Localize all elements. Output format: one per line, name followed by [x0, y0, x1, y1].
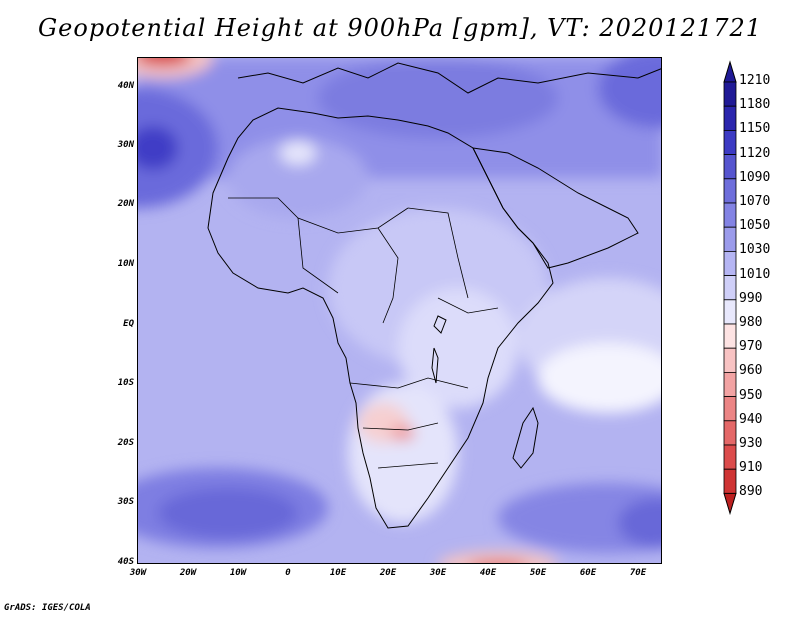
lon-label: 30E [429, 568, 447, 578]
colorbar-swatch [723, 250, 737, 276]
colorbar [723, 60, 737, 516]
arabia-coastline [472, 147, 639, 269]
lat-label: 40S [117, 557, 134, 567]
colorbar-level-label: 1120 [739, 145, 771, 161]
lon-label: 10E [329, 568, 347, 578]
colorbar-level-label: 910 [739, 460, 763, 476]
colorbar-swatch [723, 371, 737, 397]
colorbar-swatch [723, 130, 737, 156]
colorbar-level-label: 1150 [739, 121, 771, 137]
colorbar-top-arrow [723, 60, 737, 83]
map-canvas [138, 58, 661, 563]
colorbar-swatch [723, 468, 737, 494]
lat-label: 30N [117, 140, 134, 150]
colorbar-level-label: 970 [739, 339, 763, 355]
colorbar-swatch [723, 202, 737, 228]
madagascar-coastline [512, 406, 539, 469]
colorbar-swatch [723, 299, 737, 325]
map-panel [137, 57, 662, 564]
credit-text: GrADS: IGES/COLA [4, 603, 91, 613]
colorbar-level-label: 950 [739, 387, 763, 403]
lat-label: 10N [117, 259, 134, 269]
africa-coastline [207, 107, 554, 529]
lat-label: 30S [117, 497, 134, 507]
colorbar-swatch [723, 420, 737, 446]
colorbar-level-label: 1050 [739, 218, 771, 234]
lat-label: EQ [123, 319, 134, 329]
colorbar-level-label: 1070 [739, 194, 771, 209]
lon-label: 30W [129, 568, 147, 578]
lat-label: 20N [117, 199, 134, 209]
lon-label: 0 [285, 568, 291, 578]
colorbar-level-label: 1090 [739, 169, 771, 185]
colorbar-swatch [723, 226, 737, 252]
lon-label: 20W [179, 568, 197, 578]
colorbar-level-label: 940 [739, 411, 763, 427]
colorbar-level-label: 990 [739, 290, 763, 306]
europe-coastline [237, 62, 661, 94]
colorbar-swatch [723, 105, 737, 131]
colorbar-level-label: 890 [739, 484, 763, 500]
colorbar-level-label: 1030 [739, 242, 771, 258]
lake-victoria [433, 315, 447, 334]
country-borders [228, 197, 499, 469]
lake-tanganyika [431, 347, 439, 384]
colorbar-level-label: 1210 [739, 73, 771, 88]
lon-label: 10W [229, 568, 247, 578]
colorbar-swatch [723, 396, 737, 422]
colorbar-level-label: 980 [739, 315, 763, 330]
map-title: Geopotential Height at 900hPa [gpm], VT:… [38, 14, 762, 42]
colorbar-swatch [723, 154, 737, 180]
lon-label: 70E [629, 568, 647, 578]
colorbar-swatch [723, 178, 737, 204]
lon-label: 60E [579, 568, 597, 578]
colorbar-bottom-arrow [723, 492, 737, 516]
lon-label: 20E [379, 568, 397, 578]
colorbar-swatch [723, 347, 737, 373]
lon-label: 40E [479, 568, 497, 578]
lat-label: 10S [117, 378, 134, 388]
colorbar-level-label: 1180 [739, 97, 771, 113]
lat-label: 20S [117, 438, 134, 448]
colorbar-swatch [723, 81, 737, 107]
lon-label: 50E [529, 568, 547, 578]
colorbar-swatch [723, 444, 737, 470]
colorbar-swatch [723, 323, 737, 349]
colorbar-level-label: 960 [739, 363, 763, 379]
colorbar-level-label: 930 [739, 436, 763, 451]
colorbar-level-label: 1010 [739, 266, 771, 282]
colorbar-swatch [723, 275, 737, 301]
lat-label: 40N [117, 81, 134, 91]
